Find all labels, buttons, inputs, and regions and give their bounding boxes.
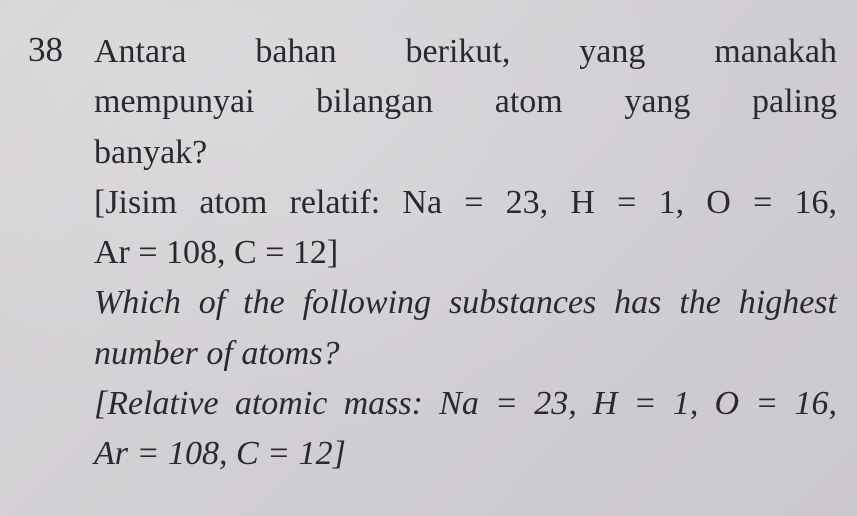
english-line: number of atoms? — [94, 330, 837, 378]
english-data-line: Ar = 108, C = 12] — [94, 430, 837, 478]
english-line: Which of the following substances has th… — [94, 279, 837, 327]
malay-data-line: Ar = 108, C = 12] — [94, 229, 837, 277]
malay-line: Antara bahan berikut, yang manakah — [94, 28, 837, 76]
question-block: 38 Antara bahan berikut, yang manakah me… — [28, 28, 837, 480]
english-data-line: [Relative atomic mass: Na = 23, H = 1, O… — [94, 380, 837, 428]
question-number: 38 — [28, 28, 76, 480]
malay-data-line: [Jisim atom relatif: Na = 23, H = 1, O =… — [94, 179, 837, 227]
question-body: Antara bahan berikut, yang manakah mempu… — [94, 28, 837, 480]
malay-line: banyak? — [94, 129, 837, 177]
malay-line: mempunyai bilangan atom yang paling — [94, 78, 837, 126]
